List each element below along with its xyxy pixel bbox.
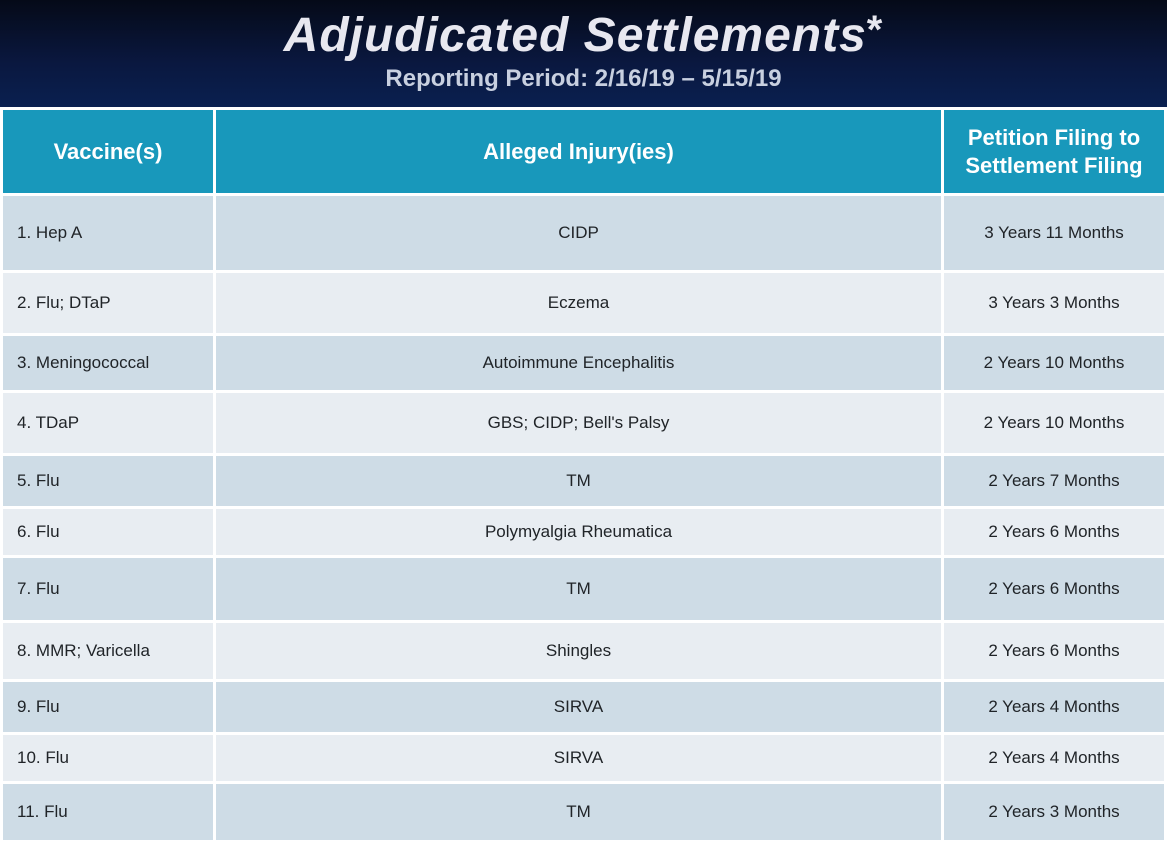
cell-vaccine: 6. Flu: [3, 509, 213, 555]
cell-vaccine: 8. MMR; Varicella: [3, 623, 213, 679]
cell-vaccine: 3. Meningococcal: [3, 336, 213, 390]
col-header-filing: Petition Filing to Settlement Filing: [944, 110, 1164, 193]
page-subtitle: Reporting Period: 2/16/19 – 5/15/19: [0, 65, 1167, 93]
vaccine-name: TDaP: [36, 413, 79, 432]
row-number: 6.: [17, 522, 31, 541]
title-asterisk: *: [867, 8, 884, 52]
cell-injury: GBS; CIDP; Bell's Palsy: [216, 393, 941, 453]
cell-injury: TM: [216, 456, 941, 506]
cell-vaccine: 2. Flu; DTaP: [3, 273, 213, 333]
cell-vaccine: 1. Hep A: [3, 196, 213, 270]
row-number: 5.: [17, 471, 31, 490]
vaccine-name: Flu: [36, 471, 60, 490]
title-banner: Adjudicated Settlements* Reporting Perio…: [0, 0, 1167, 107]
cell-injury: Autoimmune Encephalitis: [216, 336, 941, 390]
table-row: 2. Flu; DTaPEczema3 Years 3 Months: [3, 273, 1164, 333]
cell-filing: 2 Years 10 Months: [944, 336, 1164, 390]
row-number: 3.: [17, 353, 31, 372]
cell-filing: 2 Years 6 Months: [944, 558, 1164, 620]
cell-injury: Polymyalgia Rheumatica: [216, 509, 941, 555]
cell-filing: 2 Years 4 Months: [944, 682, 1164, 732]
row-number: 1.: [17, 223, 31, 242]
cell-filing: 3 Years 3 Months: [944, 273, 1164, 333]
row-number: 11.: [17, 802, 39, 821]
cell-injury: SIRVA: [216, 682, 941, 732]
table-row: 1. Hep ACIDP3 Years 11 Months: [3, 196, 1164, 270]
cell-filing: 2 Years 4 Months: [944, 735, 1164, 781]
cell-injury: SIRVA: [216, 735, 941, 781]
table-row: 10. FluSIRVA2 Years 4 Months: [3, 735, 1164, 781]
cell-filing: 2 Years 6 Months: [944, 509, 1164, 555]
cell-vaccine: 11. Flu: [3, 784, 213, 840]
vaccine-name: MMR; Varicella: [36, 641, 150, 660]
table-row: 8. MMR; VaricellaShingles2 Years 6 Month…: [3, 623, 1164, 679]
cell-filing: 2 Years 6 Months: [944, 623, 1164, 679]
table-row: 5. FluTM2 Years 7 Months: [3, 456, 1164, 506]
table-row: 9. FluSIRVA2 Years 4 Months: [3, 682, 1164, 732]
cell-vaccine: 10. Flu: [3, 735, 213, 781]
cell-filing: 2 Years 7 Months: [944, 456, 1164, 506]
cell-filing: 2 Years 3 Months: [944, 784, 1164, 840]
table-row: 4. TDaPGBS; CIDP; Bell's Palsy2 Years 10…: [3, 393, 1164, 453]
row-number: 9.: [17, 697, 31, 716]
cell-vaccine: 9. Flu: [3, 682, 213, 732]
vaccine-name: Meningococcal: [36, 353, 149, 372]
cell-vaccine: 5. Flu: [3, 456, 213, 506]
vaccine-name: Flu; DTaP: [36, 293, 111, 312]
table-row: 11. FluTM2 Years 3 Months: [3, 784, 1164, 840]
col-header-injury: Alleged Injury(ies): [216, 110, 941, 193]
table-header-row: Vaccine(s) Alleged Injury(ies) Petition …: [3, 110, 1164, 193]
cell-vaccine: 4. TDaP: [3, 393, 213, 453]
cell-injury: Shingles: [216, 623, 941, 679]
page-title: Adjudicated Settlements*: [0, 8, 1167, 63]
cell-vaccine: 7. Flu: [3, 558, 213, 620]
cell-injury: TM: [216, 558, 941, 620]
vaccine-name: Flu: [36, 579, 60, 598]
vaccine-name: Flu: [36, 522, 60, 541]
row-number: 10.: [17, 748, 41, 767]
vaccine-name: Hep A: [36, 223, 82, 242]
cell-filing: 2 Years 10 Months: [944, 393, 1164, 453]
title-text: Adjudicated Settlements: [284, 9, 867, 62]
table-row: 3. MeningococcalAutoimmune Encephalitis2…: [3, 336, 1164, 390]
cell-filing: 3 Years 11 Months: [944, 196, 1164, 270]
cell-injury: TM: [216, 784, 941, 840]
vaccine-name: Flu: [45, 748, 69, 767]
row-number: 2.: [17, 293, 31, 312]
col-header-vaccine: Vaccine(s): [3, 110, 213, 193]
row-number: 4.: [17, 413, 31, 432]
vaccine-name: Flu: [36, 697, 60, 716]
table-row: 6. FluPolymyalgia Rheumatica2 Years 6 Mo…: [3, 509, 1164, 555]
settlements-table: Vaccine(s) Alleged Injury(ies) Petition …: [0, 107, 1167, 843]
row-number: 8.: [17, 641, 31, 660]
table-row: 7. FluTM2 Years 6 Months: [3, 558, 1164, 620]
cell-injury: Eczema: [216, 273, 941, 333]
row-number: 7.: [17, 579, 31, 598]
cell-injury: CIDP: [216, 196, 941, 270]
vaccine-name: Flu: [44, 802, 68, 821]
